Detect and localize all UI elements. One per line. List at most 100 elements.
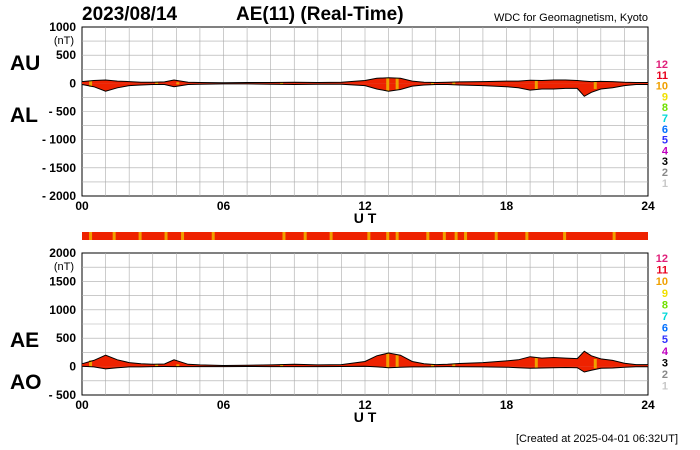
status-bar-segment <box>367 232 371 240</box>
count-stripe <box>452 363 456 367</box>
area-ae <box>82 351 648 367</box>
y-tick-label: 1500 <box>49 274 76 288</box>
series-line-ao <box>81 365 648 373</box>
y-tick-label: - 1500 <box>42 161 76 175</box>
x-tick-label: 06 <box>217 398 231 412</box>
count-stripe <box>431 364 435 367</box>
legend-label: 7 <box>662 113 668 125</box>
legend-label: 4 <box>662 346 669 358</box>
x-axis-label: U T <box>354 409 377 425</box>
status-bar-segment <box>525 232 529 240</box>
count-stripe <box>386 77 390 92</box>
series-label-ao: AO <box>10 371 42 394</box>
status-bar-segment <box>138 232 142 240</box>
count-stripe <box>593 358 597 369</box>
count-stripe <box>280 364 284 367</box>
chart-title: AE(11) (Real-Time) <box>236 4 404 25</box>
count-stripe <box>89 80 93 87</box>
x-tick-label: 00 <box>75 398 89 412</box>
status-bar <box>82 232 648 240</box>
status-bar-segment <box>395 232 399 240</box>
x-tick-label: 18 <box>500 199 514 213</box>
x-tick-label: 18 <box>500 398 514 412</box>
count-stripe <box>534 80 538 89</box>
legend-label: 8 <box>662 102 668 114</box>
series-line-al <box>81 83 648 97</box>
y-tick-label: 500 <box>56 48 76 62</box>
y-tick-label: 0 <box>69 360 76 374</box>
y-tick-label: - 1000 <box>42 133 76 147</box>
status-bar-segment <box>164 232 168 240</box>
x-axis-label: U T <box>354 210 377 226</box>
legend-label: 10 <box>656 81 668 93</box>
legend-label: 12 <box>656 253 668 265</box>
legend-label: 3 <box>662 156 668 168</box>
y-unit-label: (nT) <box>54 35 74 47</box>
y-tick-label: - 500 <box>49 388 77 402</box>
y-unit-label: (nT) <box>54 261 74 273</box>
y-tick-label: 1000 <box>49 303 76 317</box>
x-tick-label: 12 <box>358 398 372 412</box>
status-bar-segment <box>386 232 390 240</box>
status-bar-segment <box>563 232 567 240</box>
status-bar-segment <box>426 232 430 240</box>
legend-label: 2 <box>662 369 668 381</box>
series-label-ae: AE <box>10 329 39 352</box>
status-bar-segment <box>112 232 116 240</box>
legend-label: 3 <box>662 357 668 369</box>
x-tick-label: 24 <box>641 199 655 213</box>
count-stripe <box>176 82 180 85</box>
y-tick-label: 500 <box>56 331 76 345</box>
status-bar-segment <box>494 232 498 240</box>
legend-label: 2 <box>662 167 668 179</box>
series-label-al: AL <box>10 104 38 127</box>
x-tick-label: 06 <box>217 199 231 213</box>
status-bar-segment <box>464 232 468 240</box>
y-tick-label: 1000 <box>49 20 76 34</box>
legend-label: 1 <box>662 381 668 393</box>
count-stripe <box>593 81 597 89</box>
legend-label: 6 <box>662 323 668 335</box>
y-tick-label: - 2000 <box>42 189 76 203</box>
status-bar-segment <box>612 232 616 240</box>
count-stripe <box>534 358 538 369</box>
count-stripe <box>395 355 399 368</box>
legend-label: 6 <box>662 124 668 136</box>
legend-label: 11 <box>656 70 668 82</box>
legend-label: 4 <box>662 145 669 157</box>
y-tick-label: - 500 <box>49 105 77 119</box>
count-stripe <box>452 81 456 86</box>
status-bar-segment <box>211 232 215 240</box>
y-tick-label: 0 <box>69 76 76 90</box>
count-stripe <box>155 81 159 85</box>
legend-label: 12 <box>656 59 668 71</box>
count-stripe <box>386 352 390 368</box>
legend-label: 8 <box>662 299 668 311</box>
series-line-ae <box>81 350 648 367</box>
legend-label: 10 <box>656 276 668 288</box>
status-bar-segment <box>303 232 307 240</box>
legend-label: 5 <box>662 135 668 147</box>
count-stripe <box>431 82 435 85</box>
count-stripe <box>155 364 159 367</box>
x-tick-label: 24 <box>641 398 655 412</box>
legend-label: 1 <box>662 178 668 190</box>
status-bar-segment <box>181 232 185 240</box>
y-tick-label: 2000 <box>49 246 76 260</box>
legend-label: 9 <box>662 288 668 300</box>
legend-label: 7 <box>662 311 668 323</box>
count-stripe <box>280 82 284 85</box>
series-line-au <box>81 77 648 84</box>
series-label-au: AU <box>10 52 40 75</box>
count-stripe <box>395 78 399 90</box>
count-stripe <box>89 360 93 367</box>
legend-label: 11 <box>656 265 668 277</box>
status-bar-segment <box>282 232 286 240</box>
status-bar-segment <box>89 232 93 240</box>
source-label: WDC for Geomagnetism, Kyoto <box>493 12 648 24</box>
x-tick-label: 00 <box>75 199 89 213</box>
status-bar-segment <box>454 232 458 240</box>
legend-label: 9 <box>662 91 668 103</box>
count-stripe <box>176 364 180 367</box>
